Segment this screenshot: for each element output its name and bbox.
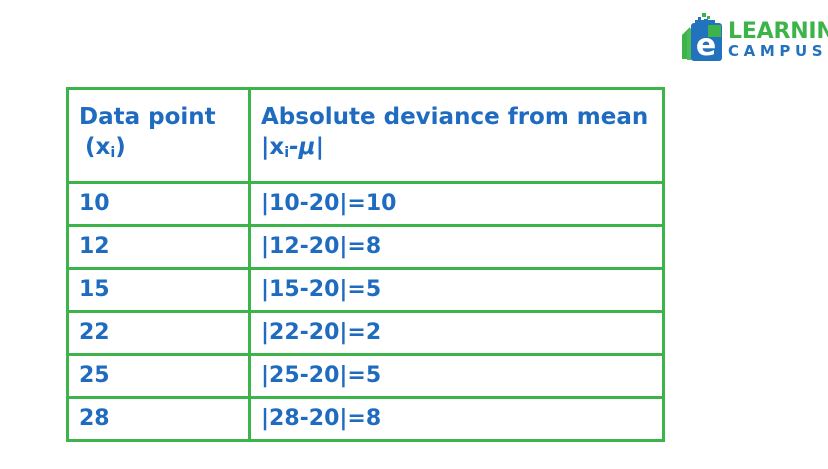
deviance-table-container: Data point (xi) Absolute deviance from m… bbox=[66, 87, 665, 442]
cell-data-point: 10 bbox=[66, 181, 251, 227]
cell-deviance: |15-20|=5 bbox=[248, 267, 665, 313]
table-row: 28 |28-20|=8 bbox=[66, 396, 665, 442]
cell-data-point: 28 bbox=[66, 396, 251, 442]
cell-deviance: |10-20|=10 bbox=[248, 181, 665, 227]
logo-wordmark: LEARNING CAMPUS bbox=[728, 16, 828, 60]
table-body: 10 |10-20|=10 12 |12-20|=8 15 |15-20|=5 … bbox=[66, 181, 665, 442]
header-col2-bar-open: |x bbox=[261, 134, 285, 161]
cell-deviance: |25-20|=5 bbox=[248, 353, 665, 399]
header-cell-absolute-deviance: Absolute deviance from mean |xi-μ| bbox=[248, 87, 665, 184]
header-col2-subscript: i bbox=[284, 145, 290, 162]
header-data-point-symbol: (xi) bbox=[79, 132, 248, 168]
e-book-logo-icon: e bbox=[682, 13, 722, 63]
table-header: Data point (xi) Absolute deviance from m… bbox=[66, 87, 665, 184]
header-deviance-label: Absolute deviance from mean bbox=[261, 104, 649, 131]
table-row: 12 |12-20|=8 bbox=[66, 224, 665, 270]
header-col2-bar-close: | bbox=[315, 134, 325, 161]
header-cell-data-point: Data point (xi) bbox=[66, 87, 251, 184]
cell-deviance: |28-20|=8 bbox=[248, 396, 665, 442]
cell-deviance: |12-20|=8 bbox=[248, 224, 665, 270]
absolute-deviance-table: Data point (xi) Absolute deviance from m… bbox=[66, 87, 665, 442]
table-row: 25 |25-20|=5 bbox=[66, 353, 665, 399]
logo-text-learning: LEARNING bbox=[728, 19, 828, 44]
header-deviance-symbol: |xi-μ| bbox=[261, 132, 662, 168]
cell-data-point: 22 bbox=[66, 310, 251, 356]
cell-data-point: 12 bbox=[66, 224, 251, 270]
cell-data-point: 25 bbox=[66, 353, 251, 399]
table-row: 22 |22-20|=2 bbox=[66, 310, 665, 356]
cell-data-point: 15 bbox=[66, 267, 251, 313]
svg-text:e: e bbox=[696, 28, 716, 63]
table-row: 10 |10-20|=10 bbox=[66, 181, 665, 227]
cell-deviance: |22-20|=2 bbox=[248, 310, 665, 356]
table-row: 15 |15-20|=5 bbox=[66, 267, 665, 313]
header-col1-subscript: i bbox=[110, 145, 116, 162]
table-header-row: Data point (xi) Absolute deviance from m… bbox=[66, 87, 665, 184]
header-col1-paren-open: (x bbox=[85, 134, 111, 161]
header-col2-mu: -μ bbox=[289, 134, 316, 161]
site-logo: e LEARNING CAMPUS bbox=[678, 12, 828, 64]
header-data-point-label: Data point bbox=[79, 104, 216, 131]
header-col1-paren-close: ) bbox=[115, 134, 126, 161]
logo-text-campus: CAMPUS bbox=[728, 42, 828, 60]
